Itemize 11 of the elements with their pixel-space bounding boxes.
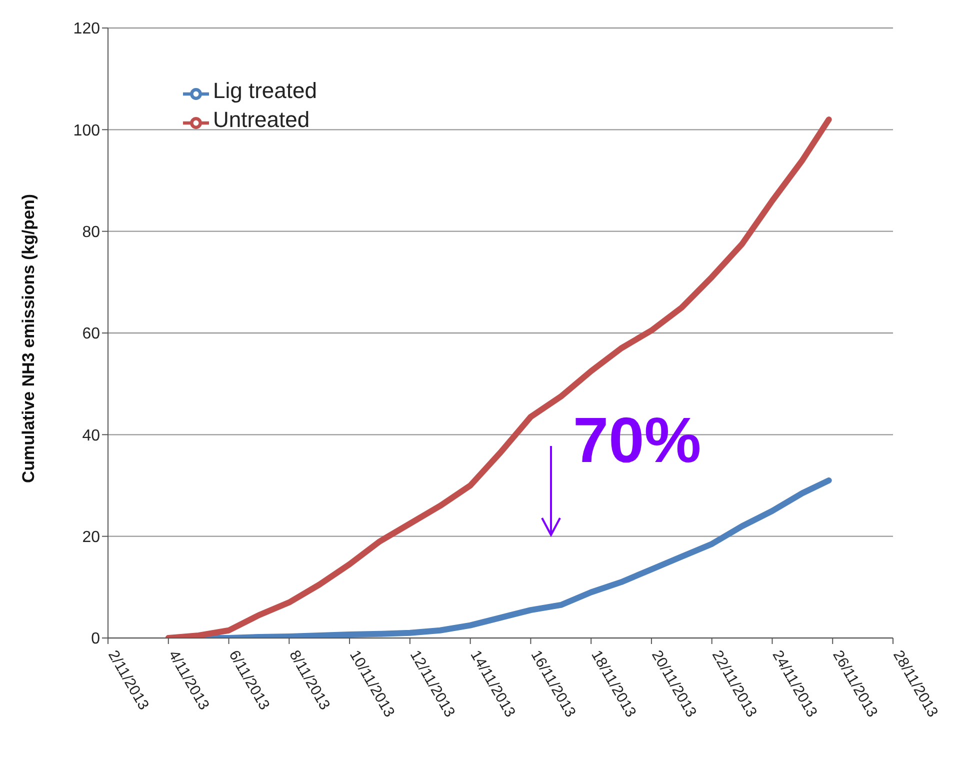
y-tick-label: 100 [73,122,100,140]
y-tick-label: 0 [91,630,100,648]
y-tick-label: 120 [73,20,100,38]
legend-label: Untreated [213,106,310,132]
y-axis-title: Cumulative NH3 emissions (kg/pen) [19,194,38,483]
y-tick-label: 60 [82,326,100,343]
y-tick-label: 20 [82,529,100,546]
y-tick-label: 40 [82,427,100,444]
y-tick-label: 80 [82,224,100,242]
annotation: 70% [573,403,702,477]
legend-label: Lig treated [213,78,317,103]
